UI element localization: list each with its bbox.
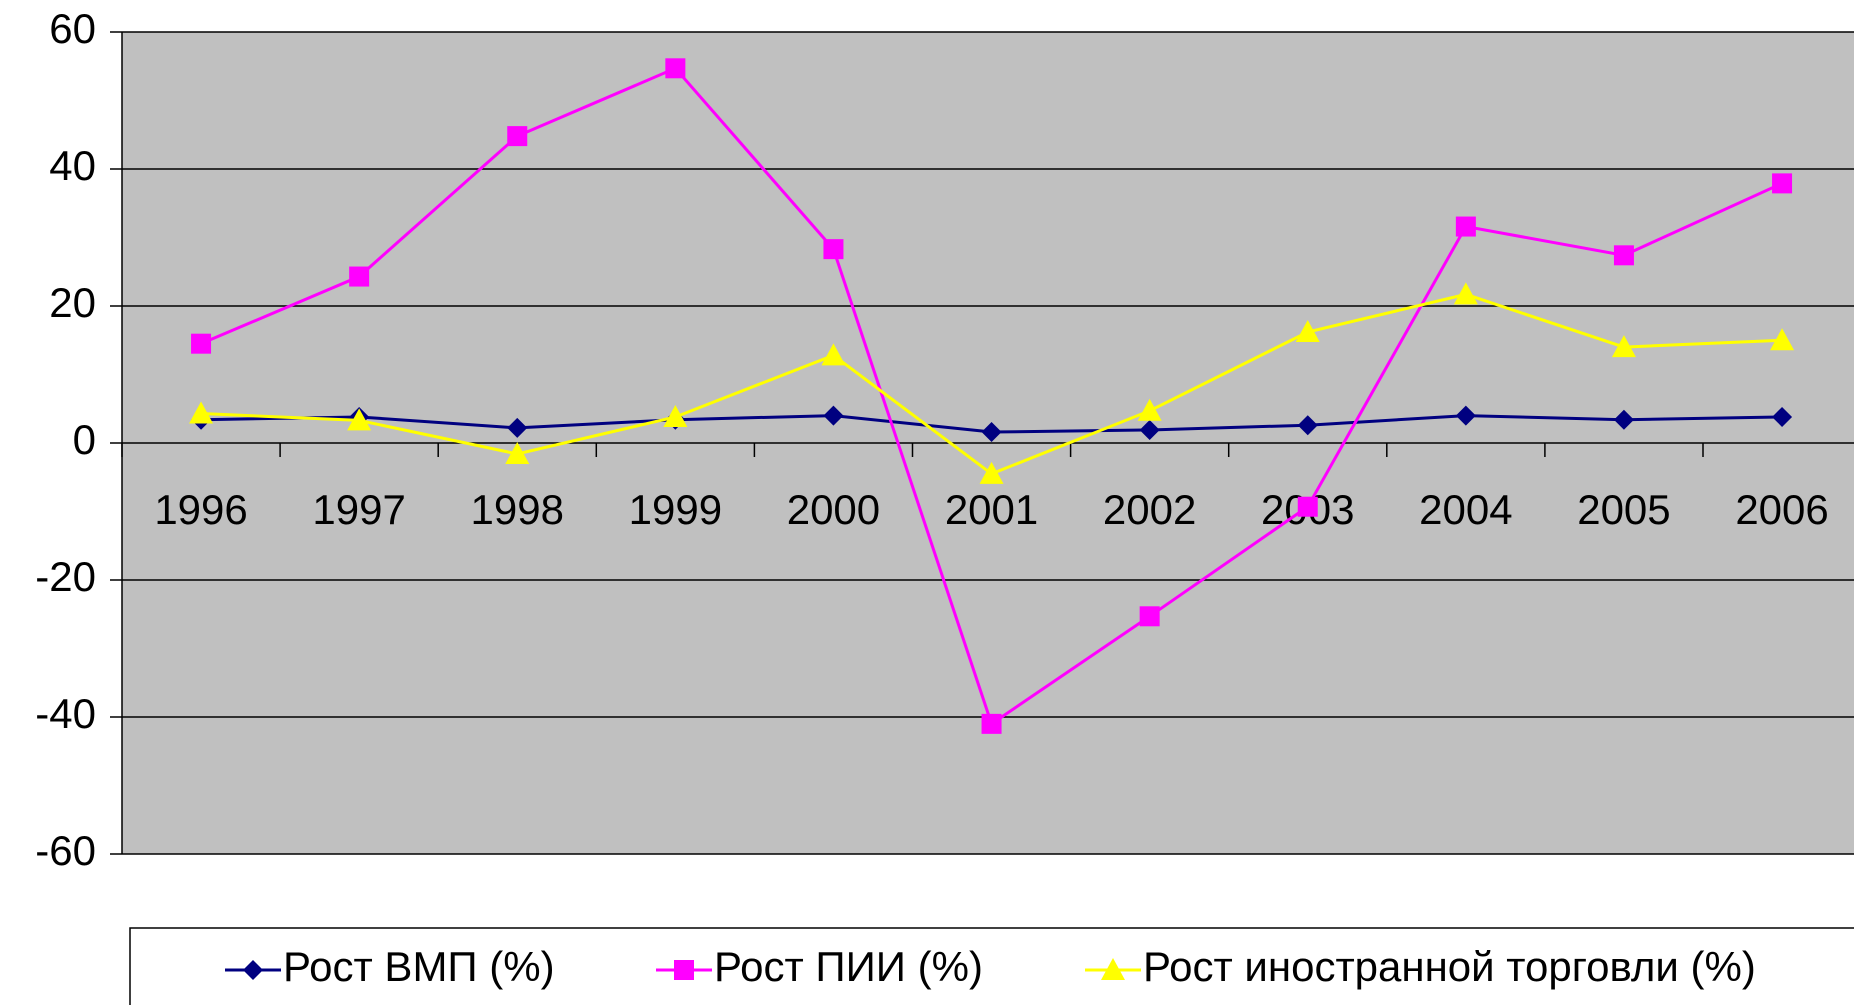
data-point xyxy=(823,405,844,426)
x-tick-label: 2002 xyxy=(1103,486,1196,533)
data-point xyxy=(349,266,370,287)
data-point xyxy=(1613,245,1634,266)
data-point xyxy=(191,333,212,354)
data-point xyxy=(189,401,214,424)
data-point xyxy=(347,408,372,431)
data-point xyxy=(1611,335,1636,358)
data-point xyxy=(981,422,1002,443)
data-point xyxy=(1770,328,1795,351)
y-tick-label: -60 xyxy=(35,827,96,874)
data-point xyxy=(1772,173,1793,194)
data-point xyxy=(1453,282,1478,305)
data-point xyxy=(507,417,528,438)
data-point xyxy=(663,404,688,427)
data-point xyxy=(1613,409,1634,430)
data-point xyxy=(1297,496,1318,517)
data-point xyxy=(1772,406,1793,427)
data-point xyxy=(979,461,1004,484)
data-point xyxy=(1297,415,1318,436)
y-tick-label: 60 xyxy=(49,5,96,52)
x-tick-label: 2001 xyxy=(945,486,1038,533)
y-tick-label: 40 xyxy=(49,142,96,189)
data-point xyxy=(1139,419,1160,440)
data-point xyxy=(1455,216,1476,237)
legend-marker xyxy=(674,960,694,980)
data-point xyxy=(821,343,846,366)
y-tick-label: -20 xyxy=(35,553,96,600)
legend-label: Рост иностранной торговли (%) xyxy=(1143,943,1756,990)
data-point xyxy=(505,441,530,464)
data-point xyxy=(1139,606,1160,627)
data-point xyxy=(1137,398,1162,421)
x-tick-label: 2006 xyxy=(1735,486,1828,533)
legend-label: Рост ВМП (%) xyxy=(283,943,555,990)
data-point xyxy=(823,239,844,260)
legend-marker xyxy=(243,960,263,980)
y-tick-label: 20 xyxy=(49,279,96,326)
data-point xyxy=(665,58,686,79)
y-tick-label: -40 xyxy=(35,690,96,737)
x-tick-label: 1996 xyxy=(154,486,247,533)
x-tick-label: 1997 xyxy=(312,486,405,533)
x-tick-label: 2004 xyxy=(1419,486,1512,533)
x-tick-label: 1999 xyxy=(629,486,722,533)
data-point xyxy=(1295,320,1320,343)
legend-box xyxy=(129,927,1854,1005)
x-tick-label: 2005 xyxy=(1577,486,1670,533)
x-tick-label: 2000 xyxy=(787,486,880,533)
data-point xyxy=(1455,405,1476,426)
legend-marker xyxy=(1101,958,1125,980)
x-tick-label: 1998 xyxy=(471,486,564,533)
data-point xyxy=(507,126,528,147)
legend-label: Рост ПИИ (%) xyxy=(714,943,983,990)
data-point xyxy=(981,713,1002,734)
y-tick-label: 0 xyxy=(73,416,96,463)
